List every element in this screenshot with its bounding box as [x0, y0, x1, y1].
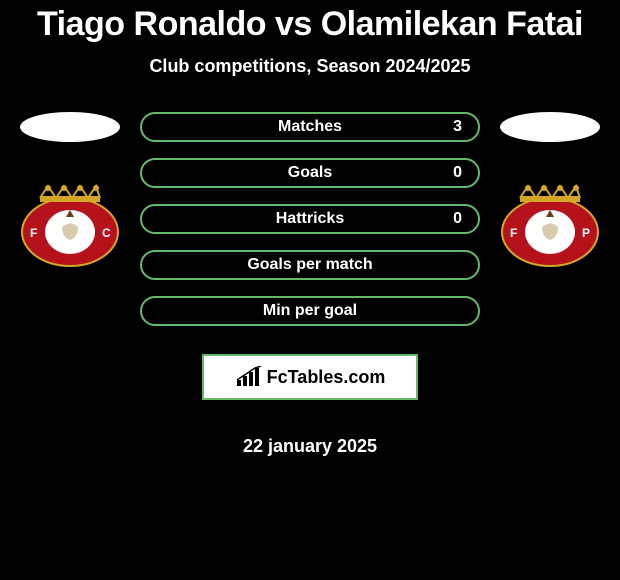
club-crest-right: F P — [500, 182, 600, 267]
stat-label: Goals per match — [247, 256, 372, 274]
stat-value: 0 — [453, 164, 462, 182]
brand-box: FcTables.com — [202, 354, 418, 400]
crest-left-icon: F C — [20, 182, 120, 267]
date-line: 22 january 2025 — [140, 436, 480, 457]
stat-value: 3 — [453, 118, 462, 136]
bar-chart-icon — [235, 366, 263, 388]
subtitle: Club competitions, Season 2024/2025 — [0, 56, 620, 77]
svg-text:F: F — [30, 226, 37, 240]
stat-label: Matches — [278, 118, 342, 136]
stat-value: 0 — [453, 210, 462, 228]
main-row: F C Matches 3 Goals 0 Hattricks 0 Goals … — [0, 112, 620, 457]
crest-right-icon: F P — [500, 182, 600, 267]
page-title: Tiago Ronaldo vs Olamilekan Fatai — [0, 5, 620, 44]
club-crest-left: F C — [20, 182, 120, 267]
brand-text: FcTables.com — [267, 367, 386, 388]
player-placeholder-right — [500, 112, 600, 142]
stat-label: Hattricks — [276, 210, 344, 228]
stat-bar-goals: Goals 0 — [140, 158, 480, 188]
stat-bar-goals-per-match: Goals per match — [140, 250, 480, 280]
svg-text:P: P — [582, 226, 590, 240]
stat-bar-min-per-goal: Min per goal — [140, 296, 480, 326]
comparison-card: Tiago Ronaldo vs Olamilekan Fatai Club c… — [0, 0, 620, 457]
svg-text:C: C — [102, 226, 111, 240]
player-placeholder-left — [20, 112, 120, 142]
stat-label: Goals — [288, 164, 332, 182]
stat-label: Min per goal — [263, 302, 357, 320]
right-column: F P — [500, 112, 600, 267]
stats-column: Matches 3 Goals 0 Hattricks 0 Goals per … — [140, 112, 480, 457]
svg-text:F: F — [510, 226, 517, 240]
stat-bar-matches: Matches 3 — [140, 112, 480, 142]
left-column: F C — [20, 112, 120, 267]
stat-bar-hattricks: Hattricks 0 — [140, 204, 480, 234]
